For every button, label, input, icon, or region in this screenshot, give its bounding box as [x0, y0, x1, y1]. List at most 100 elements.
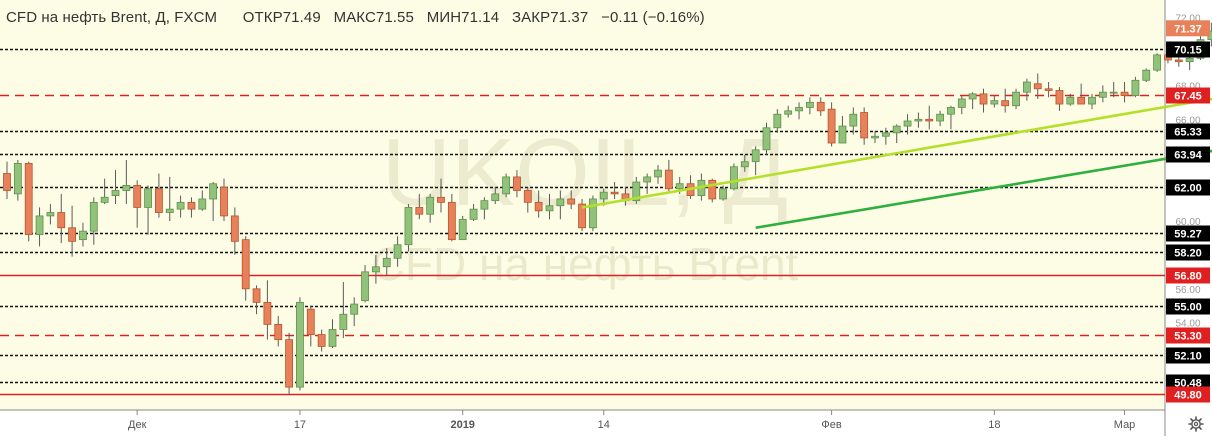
- candle-body: [145, 189, 152, 208]
- candle-body: [79, 231, 86, 239]
- candle-body: [557, 199, 564, 206]
- candle-body: [307, 309, 314, 334]
- candle-body: [362, 272, 369, 301]
- level-label: 59.27: [1174, 229, 1202, 241]
- candle-body: [394, 245, 401, 259]
- candle-body: [166, 209, 173, 212]
- candle-body: [90, 202, 97, 231]
- close-value: ЗАКР71.37: [512, 9, 588, 26]
- watermark-name: CFD на нефть Brent: [372, 238, 799, 290]
- high-value: МАКС71.55: [334, 9, 414, 26]
- candle-body: [264, 302, 271, 324]
- level-label: 67.45: [1174, 91, 1202, 103]
- candle-body: [676, 184, 683, 189]
- candle-body: [188, 202, 195, 209]
- candle-body: [4, 174, 11, 191]
- candle-body: [1110, 92, 1117, 93]
- candle-body: [58, 213, 65, 228]
- candle-body: [611, 192, 618, 194]
- candle-body: [850, 114, 857, 126]
- candle-body: [524, 190, 531, 202]
- candle-body: [893, 126, 900, 133]
- candle-body: [600, 192, 607, 199]
- candle-body: [155, 189, 162, 213]
- open-value: ОТКР71.49: [243, 9, 321, 26]
- candle-body: [372, 267, 379, 272]
- candle-body: [644, 177, 651, 182]
- level-label: 55.00: [1174, 302, 1202, 314]
- level-label: 65.33: [1174, 127, 1202, 139]
- time-tick-label: 14: [598, 419, 610, 431]
- candle-body: [991, 101, 998, 104]
- level-label: 49.80: [1174, 390, 1202, 402]
- candle-body: [481, 201, 488, 209]
- time-tick-label: Дек: [128, 419, 147, 431]
- candle-body: [915, 119, 922, 121]
- candle-body: [14, 163, 21, 194]
- symbol-title[interactable]: CFD на нефть Brent, Д, FXCM: [6, 9, 217, 26]
- candle-body: [774, 114, 781, 128]
- level-label: 53.30: [1174, 331, 1202, 343]
- candle-body: [275, 324, 282, 339]
- low-value: МИН71.14: [427, 9, 499, 26]
- candle-body: [980, 94, 987, 104]
- candle-body: [492, 194, 499, 201]
- candle-body: [796, 107, 803, 110]
- candle-body: [416, 207, 423, 214]
- candle-body: [383, 258, 390, 266]
- candle-body: [36, 216, 43, 235]
- candle-body: [1089, 97, 1096, 104]
- candle-body: [720, 189, 727, 199]
- candle-body: [448, 202, 455, 239]
- candle-body: [1154, 55, 1161, 70]
- time-tick-label: 17: [294, 419, 306, 431]
- candle-body: [882, 133, 889, 136]
- candle-body: [1175, 60, 1182, 62]
- candle-body: [231, 216, 238, 241]
- candle-body: [427, 197, 434, 214]
- candle-body: [329, 329, 336, 346]
- level-label: 62.00: [1174, 183, 1202, 195]
- chart-legend: CFD на нефть Brent, Д, FXCM ОТКР71.49 МА…: [6, 9, 705, 26]
- candle-body: [665, 170, 672, 189]
- candle-body: [405, 207, 412, 244]
- candle-body: [47, 213, 54, 216]
- candle-body: [763, 128, 770, 150]
- candle-body: [947, 107, 954, 114]
- time-tick-label: Фев: [821, 419, 841, 431]
- candle-body: [1045, 89, 1052, 91]
- candle-body: [958, 99, 965, 107]
- candle-body: [101, 197, 108, 202]
- candle-body: [470, 209, 477, 219]
- level-label: 56.80: [1174, 271, 1202, 283]
- candle-body: [1034, 84, 1041, 89]
- candle-body: [1099, 92, 1106, 97]
- candle-body: [589, 199, 596, 228]
- candle-body: [872, 136, 879, 138]
- candle-body: [1002, 101, 1009, 106]
- level-label: 70.15: [1174, 45, 1202, 57]
- gear-icon[interactable]: [1188, 416, 1204, 432]
- candle-body: [904, 121, 911, 126]
- time-tick-label: 2019: [450, 419, 474, 431]
- candle-body: [69, 228, 76, 242]
- change-value: −0.11 (−0.16%): [601, 9, 705, 26]
- candle-body: [817, 102, 824, 110]
- candle-body: [112, 190, 119, 195]
- candle-body: [318, 335, 325, 347]
- candle-body: [351, 304, 358, 314]
- candle-body: [828, 109, 835, 143]
- candle-body: [25, 163, 32, 234]
- candle-body: [1132, 80, 1139, 95]
- candle-body: [535, 202, 542, 210]
- candle-body: [123, 185, 130, 190]
- candle-body: [752, 150, 759, 162]
- candle-body: [199, 199, 206, 209]
- candle-body: [926, 119, 933, 121]
- candle-body: [655, 170, 662, 177]
- candle-body: [177, 202, 184, 209]
- candle-body: [741, 162, 748, 167]
- candle-body: [340, 314, 347, 329]
- candle-body: [253, 289, 260, 303]
